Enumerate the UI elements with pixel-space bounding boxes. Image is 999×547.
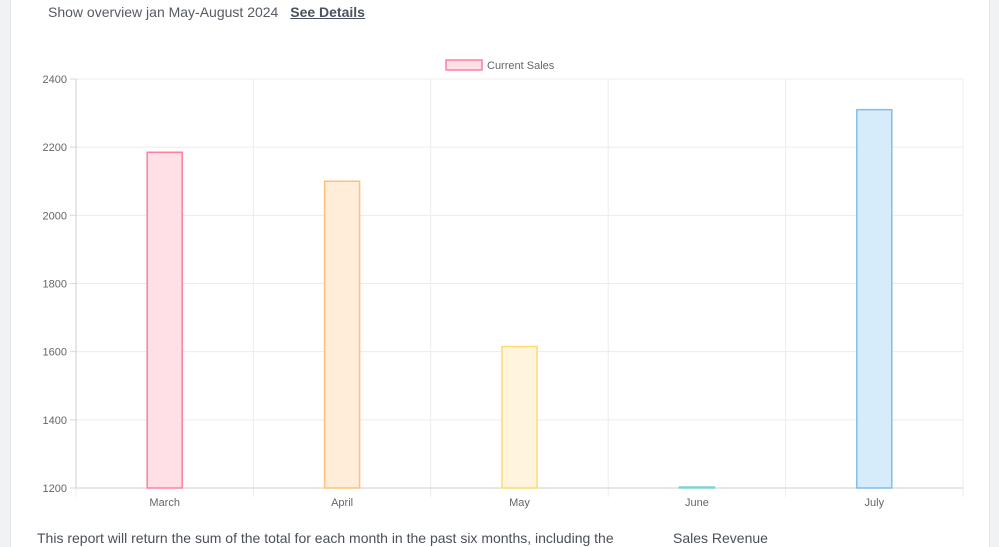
y-tick-label: 1200 — [43, 483, 67, 495]
x-tick-label: June — [685, 497, 709, 509]
y-tick-label: 2200 — [43, 142, 67, 154]
bar-may — [501, 345, 538, 489]
x-tick-label: May — [509, 497, 530, 509]
x-tick-label: April — [331, 497, 353, 509]
x-tick-label: March — [149, 497, 180, 509]
bar-march — [146, 151, 183, 489]
y-tick-label: 1400 — [43, 415, 67, 427]
see-details-link[interactable]: See Details — [290, 4, 365, 20]
legend-swatch-current-sales — [445, 59, 483, 71]
y-tick-label: 2400 — [43, 74, 67, 86]
x-tick-label: July — [865, 497, 885, 509]
y-tick-label: 2000 — [43, 210, 67, 222]
overview-header: Show overview jan May-August 2024 See De… — [48, 4, 365, 20]
sales-revenue-label: Sales Revenue — [673, 530, 768, 546]
y-tick-label: 1800 — [43, 279, 67, 291]
report-description: This report will return the sum of the t… — [37, 530, 614, 546]
bar-june — [678, 486, 716, 489]
bar-april — [323, 180, 361, 489]
legend-label-current-sales: Current Sales — [487, 60, 555, 72]
overview-text: Show overview jan May-August 2024 — [48, 4, 279, 20]
bar-july — [856, 108, 893, 489]
y-tick-label: 1600 — [43, 347, 67, 359]
